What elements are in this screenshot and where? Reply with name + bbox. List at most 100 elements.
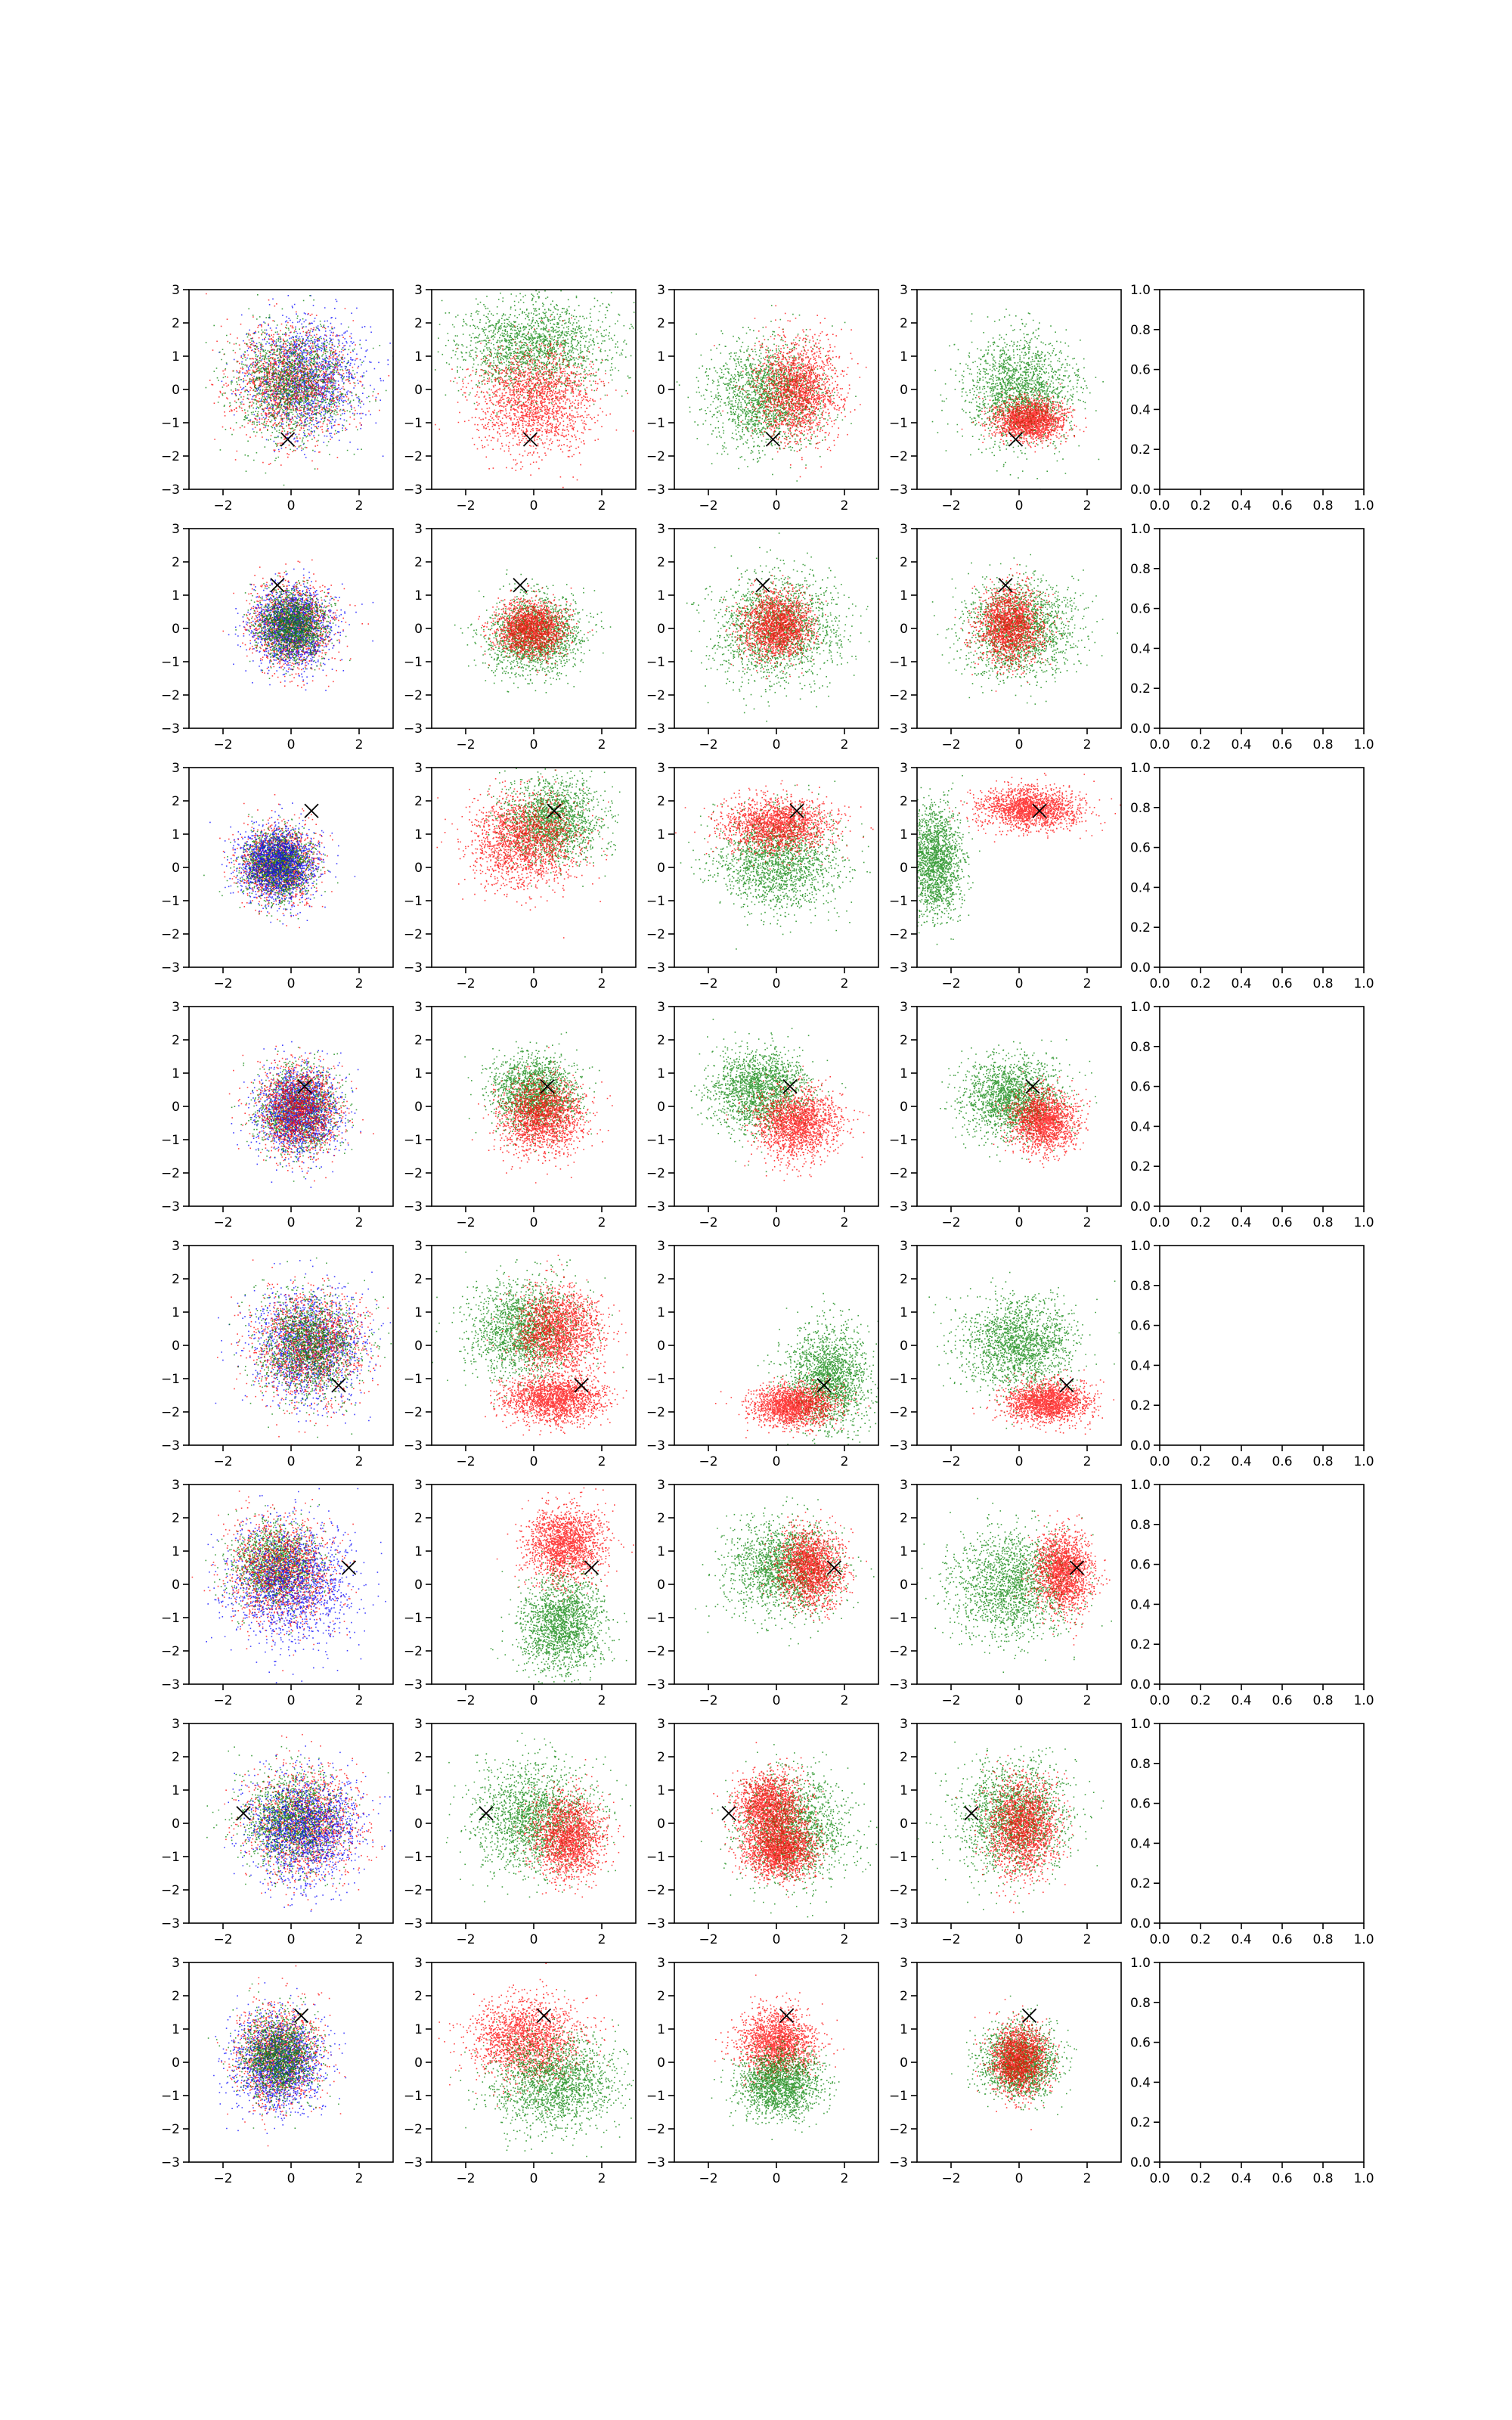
subplot-r2-c3-ytick-label: 3 — [657, 522, 665, 537]
subplot-r3-c4-ytick-label: 0 — [900, 861, 908, 876]
subplot-r3-c2-x-marker — [547, 803, 562, 818]
subplot-r6-c5-ytick-label: 0.4 — [1130, 1597, 1151, 1612]
subplot-r4-c3-ytick-label: 1 — [657, 1066, 665, 1081]
subplot-r4-c5-ytick-label: 0.6 — [1130, 1080, 1151, 1095]
subplot-r3-c4-red-points — [948, 772, 1121, 842]
subplot-r7-c3-xtick-label: −2 — [699, 1932, 717, 1947]
subplot-r7-c4-x-marker — [964, 1806, 979, 1821]
subplot-r4-c2: −2 0 2 −3 −2 −1 0 1 2 3 — [404, 1000, 637, 1230]
subplot-r6-c3-xtick-label: −2 — [699, 1693, 717, 1708]
subplot-r3-c2-xtick-label: 2 — [598, 976, 606, 991]
subplot-r2-c3-ytick-label: −1 — [646, 655, 665, 670]
subplot-r6-c2-red-points — [496, 1487, 634, 1610]
subplot-r7-c4-red-points — [956, 1754, 1074, 1913]
subplot-r4-c1-points — [228, 1041, 374, 1188]
subplot-r3-c4-ytick-label: 1 — [900, 827, 908, 842]
subplot-r3-c5-ytick-label: 0.0 — [1130, 960, 1151, 976]
subplot-r5-c2-xtick-label: 2 — [598, 1454, 606, 1469]
subplot-r3-c2-xtick-label: 0 — [530, 976, 538, 991]
subplot-r6-c1-frame — [188, 1484, 394, 1685]
subplot-r1-c1-xtick-label: 2 — [355, 498, 364, 513]
subplot-r7-c4-xtick-label: 2 — [1083, 1932, 1092, 1947]
subplot-r5-c5-ytick-label: 0.0 — [1130, 1438, 1151, 1454]
subplot-r2-c2-xtick-label: 2 — [598, 737, 606, 752]
subplot-r6-c4-points — [917, 1497, 1112, 1673]
subplot-r6-c2-frame — [431, 1484, 637, 1685]
subplot-r4-c5-ytick-label: 0.0 — [1130, 1199, 1151, 1215]
subplot-r5-c4-frame — [916, 1245, 1122, 1446]
subplot-r8-c1-ytick-label: 0 — [172, 2055, 180, 2071]
subplot-r2-c5-ytick-label: 1.0 — [1130, 522, 1151, 537]
subplot-r7-c1-xtick-label: 2 — [355, 1932, 364, 1947]
subplot-r8-c3-ytick-label: −1 — [646, 2089, 665, 2104]
subplot-r3-c3: −2 0 2 −3 −2 −1 0 1 2 3 — [646, 761, 879, 991]
subplot-r7-c2-xtick-label: −2 — [456, 1932, 475, 1947]
subplot-r8-c3-ytick-label: −2 — [646, 2122, 665, 2137]
subplot-r8-c2-ytick-label: 0 — [414, 2055, 423, 2071]
subplot-r6-c4-ytick-label: 2 — [900, 1511, 908, 1526]
subplot-r3-c5-background — [1160, 768, 1364, 967]
subplot-r3-c3-red-points — [675, 780, 874, 871]
subplot-r4-c5-xtick-label: 0.2 — [1190, 1215, 1210, 1230]
subplot-r4-c5-xtick-label: 0.4 — [1231, 1215, 1251, 1230]
subplot-r6-c1-xtick-label: −2 — [213, 1693, 232, 1708]
subplot-r8-c1-ytick-label: −1 — [161, 2089, 180, 2104]
subplot-r3-c4-ytick-label: −3 — [889, 960, 908, 976]
subplot-r2-c2-red-points — [478, 585, 593, 676]
subplot-r8-c5-xtick-label: 0.2 — [1190, 2171, 1210, 2186]
subplot-r7-c5-ytick-label: 0.2 — [1130, 1876, 1151, 1891]
subplot-r5-c4-red-points — [972, 1369, 1114, 1435]
subplot-r1-c3-ytick-label: 3 — [657, 283, 665, 298]
subplot-r1-c4-frame — [916, 289, 1122, 490]
subplot-r5-c3-x-marker — [816, 1378, 832, 1393]
subplot-r8-c2-xtick-label: −2 — [456, 2171, 475, 2186]
subplot-r7-c1-ytick-label: −3 — [161, 1916, 180, 1931]
subplot-r6-c1-ytick-label: 0 — [172, 1578, 180, 1593]
subplot-r6-c2-xtick-label: 0 — [530, 1693, 538, 1708]
subplot-r2-c4-ytick-label: −1 — [889, 655, 908, 670]
subplot-r6-c5-frame — [1159, 1484, 1365, 1685]
subplot-r5-c4-points — [928, 1271, 1120, 1435]
subplot-r4-c1-blue-points — [231, 1041, 361, 1188]
subplot-r5-c2-xtick-label: 0 — [530, 1454, 538, 1469]
subplot-r1-c3-xtick-label: 0 — [773, 498, 781, 513]
subplot-r4-c5-xtick-label: 0.0 — [1149, 1215, 1170, 1230]
subplot-r2-c4-ytick-label: 3 — [900, 522, 908, 537]
subplot-r8-c2-ytick-label: −3 — [404, 2155, 423, 2170]
subplot-r7-c1-ytick-label: 2 — [172, 1750, 180, 1765]
subplot-r6-c2-background — [432, 1485, 636, 1684]
subplot-r2-c4-frame — [916, 528, 1122, 729]
subplot-r8-c2-ytick-label: −1 — [404, 2089, 423, 2104]
subplot-r2-c2-ytick-label: 2 — [414, 555, 423, 570]
subplot-r8-c2-ytick-label: 1 — [414, 2022, 423, 2037]
subplot-r8-c5-ytick-label: 0.4 — [1130, 2075, 1151, 2090]
subplot-r2-c3-frame — [674, 528, 879, 729]
subplot-r5-c3: −2 0 2 −3 −2 −1 0 1 2 3 — [646, 1239, 879, 1469]
subplot-r4-c5-xtick-label: 0.6 — [1272, 1215, 1292, 1230]
subplot-r4-c5-ytick-label: 0.2 — [1130, 1159, 1151, 1174]
subplot-r1-c5-xtick-label: 0.4 — [1231, 498, 1251, 513]
subplot-r3-c5-xtick-label: 1.0 — [1353, 976, 1374, 991]
subplot-r3-c3-points — [675, 780, 874, 950]
subplot-r2-c1-xtick-label: 0 — [287, 737, 296, 752]
subplot-r6-c2-xtick-label: 2 — [598, 1693, 606, 1708]
subplot-r7-c2-frame — [431, 1723, 637, 1924]
subplot-r4-c5: 0.0 0.2 0.4 0.6 0.8 1.0 0.0 0.2 0.4 0.6 0.8 1.0 — [1130, 1000, 1374, 1230]
subplot-r5-c3-ytick-label: 0 — [657, 1339, 665, 1354]
subplot-r1-c2-points — [435, 290, 635, 489]
subplot-r8-c2-x-marker — [536, 2008, 552, 2024]
subplot-r7-c1-x-marker — [236, 1806, 251, 1821]
subplot-r1-c5-frame — [1159, 289, 1365, 490]
subplot-r1-c3-red-points — [714, 305, 867, 478]
subplot-r4-c2-ytick-label: 1 — [414, 1066, 423, 1081]
subplot-r2-c1-green-points — [235, 570, 351, 679]
subplot-r5-c2-points — [432, 1252, 628, 1436]
subplot-r5-c4-ytick-label: −3 — [889, 1438, 908, 1454]
subplot-r5-c1-background — [189, 1246, 393, 1445]
subplot-r5-c2-ytick-label: 0 — [414, 1339, 423, 1354]
subplot-r8-c3-points — [711, 1975, 844, 2140]
subplot-r2-c1-ytick-label: 0 — [172, 622, 180, 637]
subplot-r2-c2-ytick-label: 0 — [414, 622, 423, 637]
subplot-r4-c4-ytick-label: 1 — [900, 1066, 908, 1081]
subplot-r5-c3-ytick-label: −3 — [646, 1438, 665, 1454]
